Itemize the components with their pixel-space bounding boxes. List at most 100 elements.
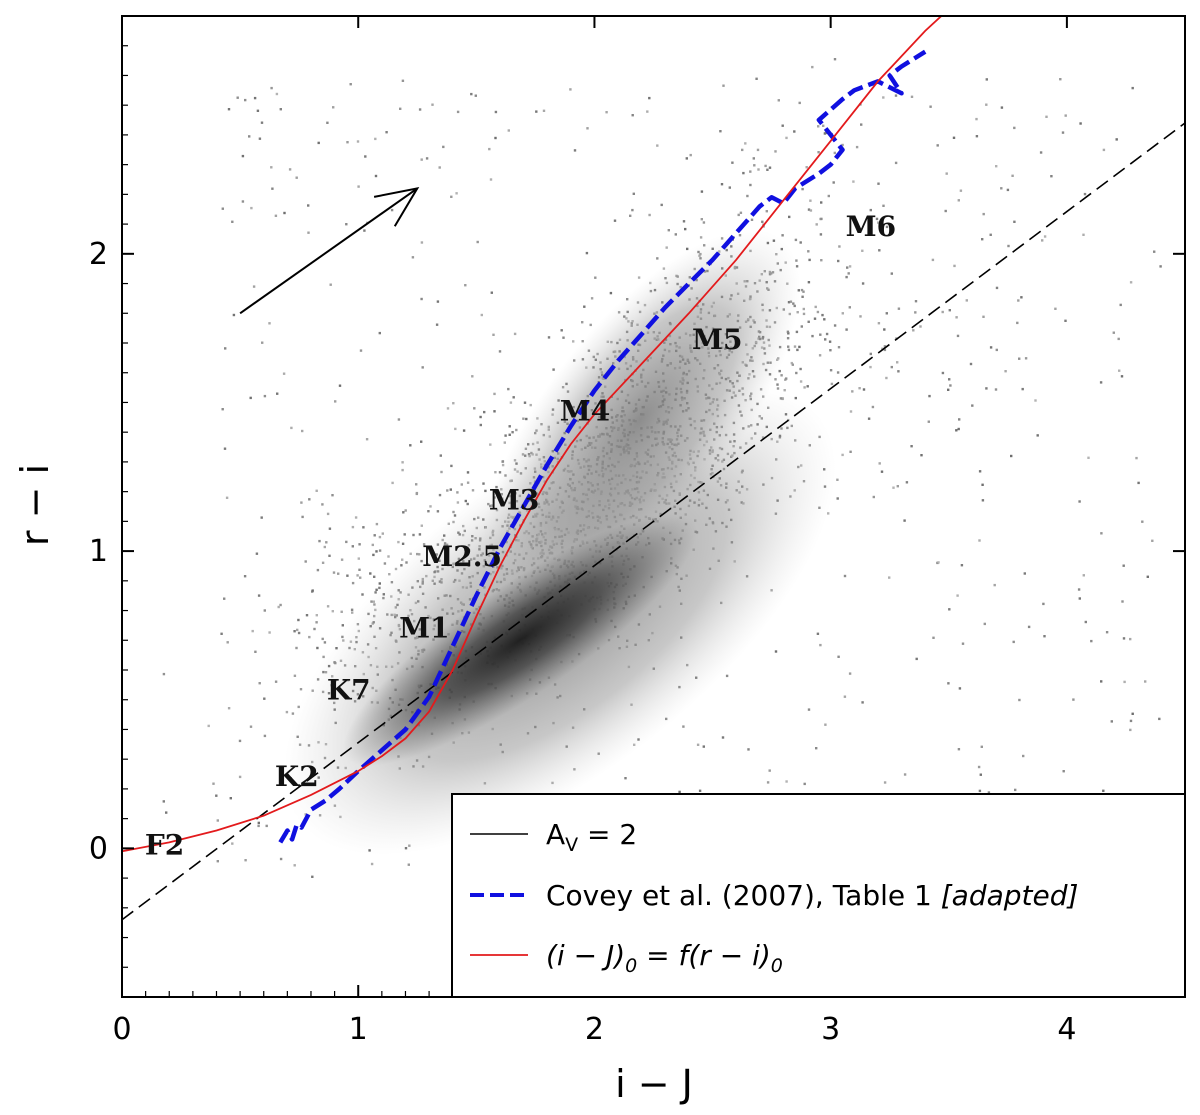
scatter-point	[757, 168, 760, 171]
scatter-point	[420, 440, 423, 443]
scatter-point	[1054, 307, 1057, 310]
scatter-point	[828, 340, 832, 343]
legend: AV = 2 Covey et al. (2007), Table 1 [ada…	[451, 793, 1186, 998]
scatter-point	[590, 297, 594, 300]
scatter-point	[279, 603, 282, 607]
scatter-point	[279, 108, 282, 111]
scatter-point	[236, 96, 239, 99]
scatter-point	[825, 332, 829, 336]
scatter-point	[1137, 481, 1140, 485]
scatter-point	[801, 295, 804, 298]
scatter-point	[1077, 588, 1081, 591]
scatter-point	[421, 366, 424, 369]
scatter-point	[1159, 265, 1162, 268]
scatter-point	[356, 574, 359, 577]
scatter-point	[959, 189, 963, 192]
scatter-point	[340, 558, 344, 561]
scatter-point	[957, 427, 960, 431]
scatter-point	[321, 561, 325, 564]
scatter-point	[263, 734, 267, 738]
x-axis: 0 1 2 3 4	[112, 16, 1162, 1047]
scatter-point	[251, 629, 254, 633]
scatter-point	[275, 92, 279, 96]
scatter-point	[493, 392, 496, 396]
covey-track-line	[278, 49, 927, 844]
scatter-point	[480, 313, 483, 317]
scatter-point	[737, 213, 740, 217]
scatter-point	[752, 157, 755, 160]
scatter-point	[1013, 220, 1016, 223]
scatter-point	[318, 539, 321, 543]
scatter-point	[420, 297, 423, 301]
scatter-point	[702, 745, 705, 748]
scatter-point	[1117, 337, 1120, 341]
scatter-point	[1084, 620, 1087, 624]
reddening-line	[122, 122, 1185, 921]
scatter-point	[277, 605, 280, 609]
scatter-point	[313, 627, 316, 631]
spectral-type-label: F2	[145, 828, 184, 861]
scatter-point	[418, 108, 422, 111]
scatter-point	[837, 259, 840, 263]
scatter-point	[1122, 564, 1125, 567]
scatter-point	[581, 321, 584, 324]
scatter-point	[334, 400, 337, 403]
scatter-point	[742, 171, 745, 175]
arrow-head	[373, 187, 420, 227]
scatter-point	[1023, 572, 1026, 575]
scatter-point	[562, 336, 565, 339]
scatter-point	[385, 131, 388, 134]
scatter-point	[293, 864, 296, 867]
scatter-point	[1007, 244, 1010, 248]
scatter-point	[721, 736, 725, 739]
scatter-point	[780, 374, 783, 377]
scatter-point	[369, 572, 372, 575]
scatter-point	[560, 329, 563, 332]
scatter-point	[877, 322, 881, 325]
scatter-point	[815, 223, 818, 226]
scatter-point	[823, 318, 826, 321]
scatter-point	[390, 208, 394, 212]
scatter-point	[449, 488, 452, 491]
scatter-point	[1153, 250, 1156, 253]
scatter-point	[446, 407, 450, 410]
scatter-point	[1018, 357, 1021, 360]
scatter-point	[351, 611, 354, 614]
scatter-point	[503, 441, 506, 444]
scatter-point	[953, 264, 956, 268]
scatter-point	[819, 233, 823, 236]
scatter-point	[824, 723, 827, 726]
scatter-point	[252, 285, 256, 288]
scatter-point	[872, 495, 875, 499]
scatter-point	[508, 425, 511, 428]
scatter-point	[830, 382, 834, 386]
scatter-point	[326, 121, 329, 124]
scatter-point	[431, 103, 434, 106]
scatter-point	[409, 444, 412, 447]
scatter-point	[805, 166, 808, 169]
scatter-point	[1078, 597, 1081, 600]
scatter-point	[311, 589, 314, 592]
scatter-point	[802, 290, 805, 293]
scatter-point	[1151, 539, 1154, 542]
scatter-point	[624, 777, 627, 780]
scatter-point	[456, 501, 460, 504]
scatter-point	[291, 712, 295, 715]
scatter-point	[678, 790, 681, 794]
scatter-point	[885, 376, 888, 380]
scatter-point	[883, 345, 887, 348]
scatter-point	[980, 745, 983, 748]
scatter-point	[849, 410, 853, 413]
scatter-point	[632, 192, 635, 195]
scatter-point	[956, 594, 959, 597]
scatter-point	[1123, 680, 1126, 684]
scatter-point	[985, 78, 988, 81]
scatter-point	[401, 461, 404, 464]
scatter-point	[420, 158, 423, 161]
scatter-point	[836, 478, 839, 481]
scatter-point	[985, 387, 988, 390]
scatter-point	[945, 172, 948, 175]
scatter-point	[848, 672, 852, 675]
scatter-point	[869, 208, 872, 212]
scatter-point	[746, 194, 749, 198]
